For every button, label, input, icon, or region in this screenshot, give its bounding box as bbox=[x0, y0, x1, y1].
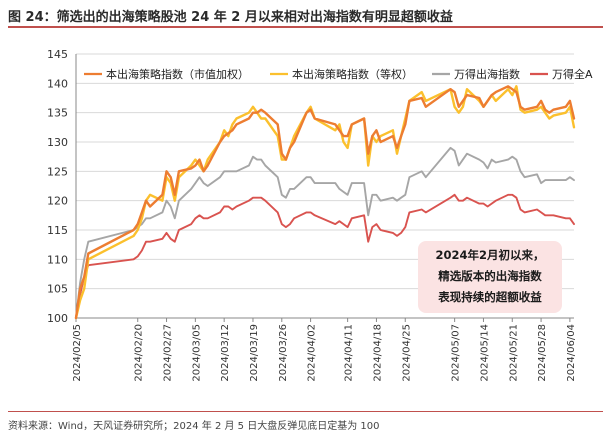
source-divider bbox=[8, 411, 603, 412]
source-note: 资料来源：Wind，天风证券研究所；2024 年 2 月 5 日大盘反弹见底日定… bbox=[8, 421, 380, 432]
annotation-background bbox=[418, 241, 562, 313]
x-tick-label: 2024/02/27 bbox=[163, 324, 174, 382]
y-tick-label: 110 bbox=[47, 253, 68, 266]
series-lines bbox=[74, 85, 576, 320]
x-tick-label: 2024/03/26 bbox=[278, 324, 289, 382]
x-tick-label: 2024/05/21 bbox=[508, 324, 519, 382]
y-tick-label: 145 bbox=[47, 48, 68, 61]
x-tick-label: 2024/03/05 bbox=[191, 324, 202, 382]
y-grid-lines bbox=[76, 53, 574, 290]
line-chart: 100 105 110 115 120 125 130 135 140 145 2024/02/0… bbox=[47, 48, 593, 382]
y-tick-label: 125 bbox=[47, 165, 68, 178]
series-line-1 bbox=[74, 85, 576, 320]
chart-title: 图 24：筛选出的出海策略股池 24 年 2 月以来相对出海指数有明显超额收益 bbox=[8, 10, 453, 25]
series-line-3 bbox=[75, 146, 575, 319]
annotation-line: 精选版本的出海指数 bbox=[438, 269, 542, 283]
legend-label: 万得全A bbox=[552, 67, 593, 81]
x-tick-label: 2024/05/07 bbox=[451, 324, 462, 382]
legend-label: 本出海策略指数（等权） bbox=[292, 67, 413, 81]
y-tick-label: 115 bbox=[47, 224, 68, 237]
x-tick-label: 2024/03/12 bbox=[220, 324, 231, 382]
x-tick-label: 2024/04/25 bbox=[401, 324, 412, 382]
x-tick-label: 2024/03/19 bbox=[249, 324, 260, 382]
x-tick-label: 2024/02/05 bbox=[72, 324, 83, 382]
y-tick-label: 130 bbox=[47, 136, 68, 149]
x-tick-label: 2024/04/18 bbox=[372, 324, 383, 382]
y-tick-label: 120 bbox=[47, 195, 68, 208]
y-tick-label: 140 bbox=[47, 77, 68, 90]
x-tick-label: 2024/06/04 bbox=[566, 324, 577, 382]
y-axis: 100 105 110 115 120 125 130 135 140 145 bbox=[47, 48, 77, 325]
annotation-line: 2024年2月初以来， bbox=[435, 248, 544, 262]
series-line-4 bbox=[75, 193, 575, 319]
legend-label: 本出海策略指数（市值加权） bbox=[106, 67, 249, 81]
legend: 本出海策略指数（市值加权） 本出海策略指数（等权） 万得出海指数 万得全A bbox=[84, 67, 593, 81]
x-tick-label: 2024/05/14 bbox=[479, 324, 490, 382]
y-tick-label: 105 bbox=[47, 283, 68, 296]
y-tick-label: 100 bbox=[47, 312, 68, 325]
x-axis: 2024/02/05 2024/02/20 2024/02/27 2024/03/05… bbox=[72, 317, 577, 382]
annotation-line: 表现持续的超额收益 bbox=[437, 290, 542, 304]
legend-label: 万得出海指数 bbox=[454, 67, 520, 81]
x-tick-label: 2024/04/02 bbox=[307, 324, 318, 382]
title-divider bbox=[8, 26, 603, 28]
x-tick-label: 2024/02/20 bbox=[134, 324, 145, 382]
x-tick-label: 2024/05/28 bbox=[537, 324, 548, 382]
x-tick-label: 2024/04/11 bbox=[344, 324, 355, 382]
y-tick-label: 135 bbox=[47, 107, 68, 120]
